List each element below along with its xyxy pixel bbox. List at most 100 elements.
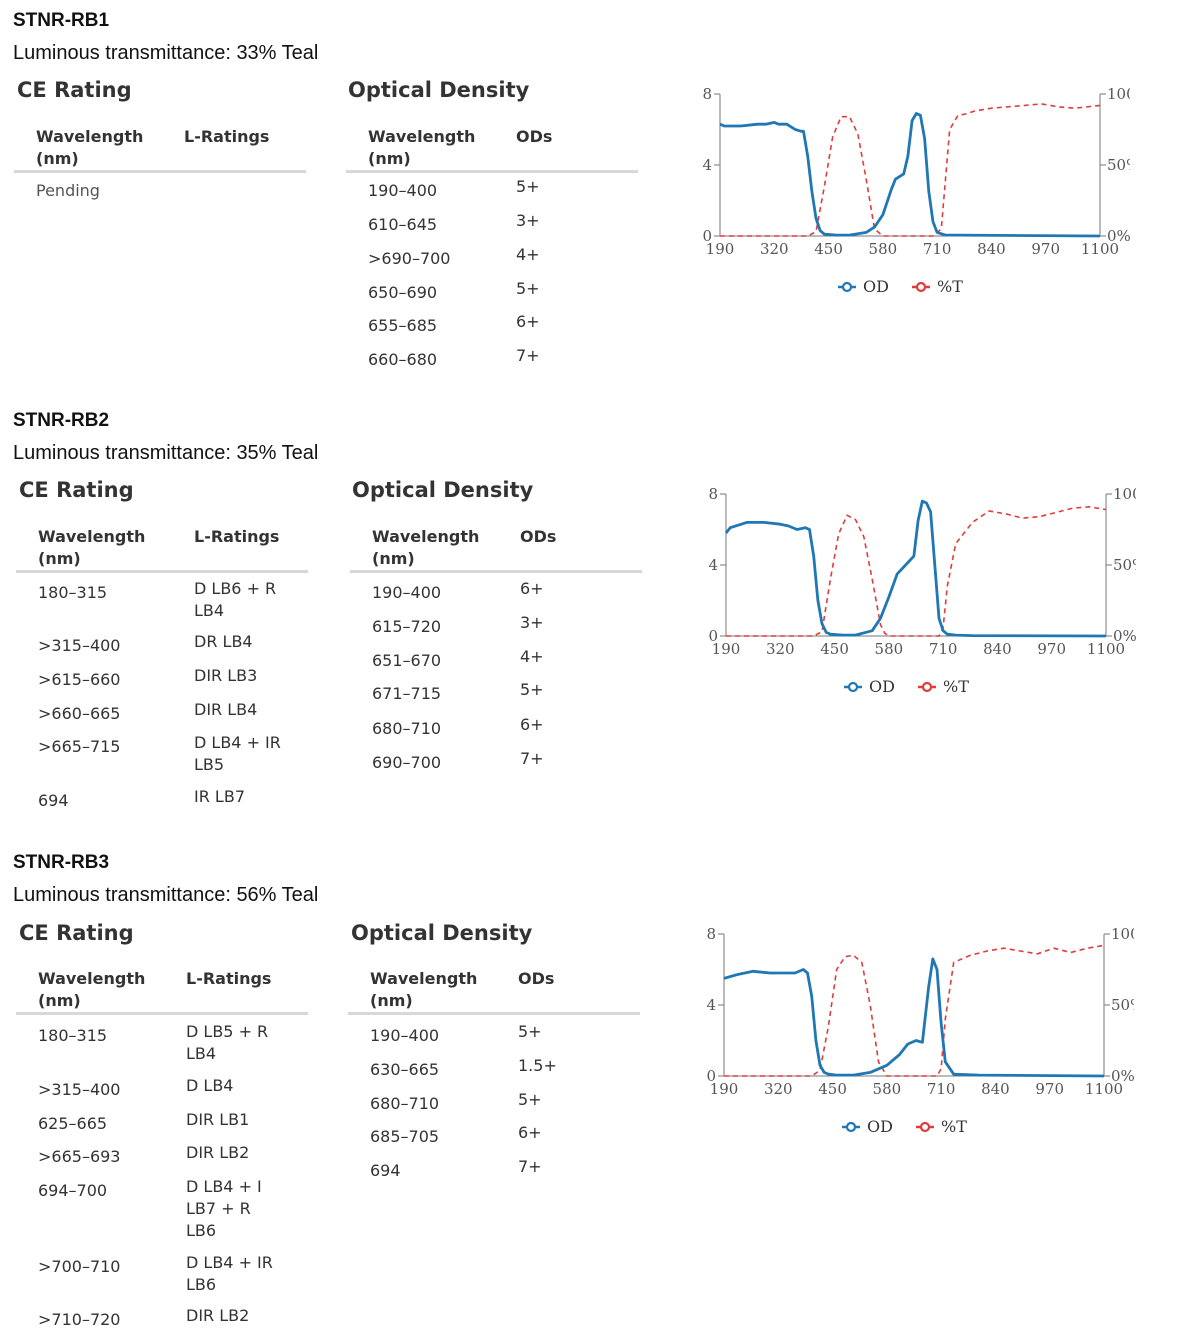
od-cell: 3+	[520, 613, 544, 632]
x-tick-label: 840	[983, 640, 1012, 658]
transmittance-series-line	[726, 505, 1107, 637]
l-rating-cell: D LB4 + IR LB6	[186, 1253, 273, 1294]
column-header: Wavelength (nm)	[370, 969, 478, 1010]
legend-marker	[841, 281, 853, 293]
table-header: Wavelength (nm) ODs	[346, 122, 638, 173]
x-tick-label: 710	[927, 1080, 956, 1098]
x-tick-label: 320	[760, 240, 789, 258]
legend-marker	[921, 681, 933, 693]
luminous-transmittance: Luminous transmittance: 35% Teal	[13, 442, 319, 464]
od-cell: 4+	[520, 647, 544, 666]
l-rating-cell: D LB4 + I LB7 + R LB6	[186, 1177, 262, 1240]
wavelength-cell: 650–690	[368, 283, 438, 302]
y2-tick-label: 0%	[1111, 1067, 1134, 1085]
x-tick-label: 450	[818, 1080, 847, 1098]
od-cell: 5+	[520, 680, 544, 699]
x-tick-label: 580	[875, 640, 904, 658]
legend-label: OD	[863, 277, 889, 296]
table-header: Wavelength (nm) ODs	[350, 522, 642, 573]
wavelength-cell: >315–400	[38, 1080, 121, 1099]
wavelength-cell: 694–700	[38, 1181, 108, 1200]
l-rating-cell: DIR LB2	[186, 1143, 250, 1162]
y2-tick-label: 50%	[1107, 156, 1130, 174]
column-header: Wavelength (nm)	[38, 527, 146, 568]
y2-tick-label: 50%	[1111, 996, 1134, 1014]
y2-tick-label: 50%	[1113, 556, 1136, 574]
wavelength-cell: 690–700	[372, 753, 442, 772]
wavelength-cell: 190–400	[372, 583, 442, 602]
x-tick-label: 710	[929, 640, 958, 658]
column-header: ODs	[516, 127, 553, 146]
product-title: STNR-RB2	[13, 410, 110, 431]
wavelength-cell: 655–685	[368, 316, 438, 335]
od-cell: 1.5+	[518, 1056, 557, 1075]
y-tick-label: 0	[708, 627, 718, 645]
column-header: L-Ratings	[186, 969, 272, 988]
column-header: L-Ratings	[194, 527, 280, 546]
od-series-line	[723, 957, 1105, 1078]
od-cell: 5+	[516, 279, 540, 298]
od-table: Wavelength (nm) ODs 190–400 5+ 610–645 3+ …	[346, 122, 638, 369]
product-title: STNR-RB1	[13, 10, 110, 31]
x-tick-label: 1100	[1081, 240, 1119, 258]
chart-svg: 0 4 8 0% 50% 100% 190 320 450 580 710 840 970 1100 OD%…	[702, 85, 1149, 296]
l-rating-cell: DIR LB4	[194, 700, 258, 719]
chart-legend: OD %T	[838, 277, 963, 296]
od-cell: 5+	[516, 177, 540, 196]
x-tick-label: 970	[1035, 1080, 1064, 1098]
wavelength-cell: 190–400	[370, 1026, 440, 1045]
y-tick-label: 4	[702, 156, 712, 174]
x-tick-label: 190	[712, 640, 741, 658]
chart-svg: 0 4 8 0% 50% 100% 190 320 450 580 710 840 970 1100 OD%…	[708, 485, 1155, 696]
wavelength-cell: >700–710	[38, 1257, 121, 1276]
x-tick-label: 840	[977, 240, 1006, 258]
legend-marker	[915, 281, 927, 293]
wavelength-cell: >665–693	[38, 1147, 121, 1166]
wavelength-cell: >665–715	[38, 737, 121, 756]
wavelength-cell: 190–400	[368, 181, 438, 200]
od-cell: 3+	[516, 211, 540, 230]
x-tick-label: 580	[873, 1080, 902, 1098]
column-header: L-Ratings	[184, 127, 270, 146]
wavelength-cell: 630–665	[370, 1060, 440, 1079]
wavelength-cell: Pending	[36, 181, 100, 200]
od-cell: 4+	[516, 245, 540, 264]
ce-rating-table: Wavelength (nm) L-Ratings 180–315 D LB5 +…	[16, 964, 308, 1329]
od-cell: 7+	[516, 346, 540, 365]
x-tick-label: 320	[764, 1080, 793, 1098]
transmittance-series-line	[720, 103, 1101, 237]
x-tick-label: 840	[981, 1080, 1010, 1098]
wavelength-cell: 660–680	[368, 350, 438, 369]
luminous-transmittance: Luminous transmittance: 33% Teal	[13, 42, 319, 64]
chart-legend: OD %T	[842, 1117, 967, 1136]
legend-marker	[845, 1121, 857, 1133]
x-tick-label: 970	[1037, 640, 1066, 658]
x-tick-label: 320	[766, 640, 795, 658]
column-header: Wavelength (nm)	[372, 527, 480, 568]
x-tick-label: 710	[923, 240, 952, 258]
l-rating-cell: DR LB4	[194, 632, 253, 651]
l-rating-cell: DIR LB3	[194, 666, 258, 685]
table-header: Wavelength (nm) L-Ratings	[16, 522, 308, 573]
optical-density-heading: Optical Density	[351, 921, 533, 945]
column-header: ODs	[520, 527, 557, 546]
wavelength-cell: >315–400	[38, 636, 121, 655]
wavelength-cell: 680–710	[372, 719, 442, 738]
wavelength-cell: 625–665	[38, 1114, 108, 1133]
product-title: STNR-RB3	[13, 852, 110, 873]
wavelength-cell: 180–315	[38, 1026, 108, 1045]
od-cell: 5+	[518, 1022, 542, 1041]
y-tick-label: 0	[702, 227, 712, 245]
x-tick-label: 190	[710, 1080, 739, 1098]
wavelength-cell: 615–720	[372, 617, 442, 636]
y-tick-label: 4	[708, 556, 718, 574]
spectrum-chart: 0 4 8 0% 50% 100% 190 320 450 580 710 840 970 1100 OD%…	[696, 476, 1155, 711]
legend-marker	[919, 1121, 931, 1133]
legend-label: OD	[867, 1117, 893, 1136]
table-header: Wavelength (nm) ODs	[348, 964, 640, 1015]
spectrum-chart: 0 4 8 0% 50% 100% 190 320 450 580 710 840 970 1100 OD%…	[690, 76, 1149, 311]
ce-rating-table: Wavelength (nm) L-Ratings 180–315 D LB6 +…	[16, 522, 308, 810]
legend-label: OD	[869, 677, 895, 696]
ce-rating-heading: CE Rating	[19, 478, 134, 502]
l-rating-cell: DIR LB2	[186, 1306, 250, 1325]
